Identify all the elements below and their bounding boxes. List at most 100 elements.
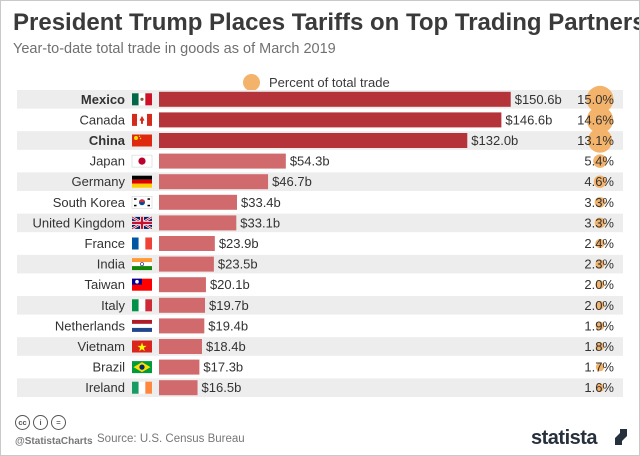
creative-commons-icon: cc [15, 415, 30, 430]
bar-brazil [159, 359, 200, 375]
percent-label-china: 13.1% [577, 133, 614, 148]
category-label-south-korea: South Korea [53, 195, 126, 210]
chart-row-canada: Canada $146.6b 14.6% [79, 106, 614, 134]
netherlands-flag-icon [132, 319, 152, 332]
bubble-taiwan [595, 280, 605, 290]
chart-subtitle: Year-to-date total trade in goods as of … [13, 41, 336, 57]
legend-label: Percent of total trade [269, 74, 390, 90]
chart-row-netherlands: Netherlands $19.4b 1.9% [55, 318, 614, 334]
chart-row-united-kingdom: United Kingdom $33.1b 3.3% [17, 213, 623, 233]
value-label-india: $23.5b [218, 257, 258, 272]
bubble-brazil [595, 362, 605, 372]
chart-row-south-korea: South Korea $33.4b 3.3% [53, 194, 614, 210]
category-label-mexico: Mexico [81, 92, 125, 107]
value-label-china: $132.0b [471, 133, 518, 148]
chart-row-france: France $23.9b 2.4% [85, 236, 614, 251]
bubble-united-kingdom [594, 217, 606, 229]
bar-france [159, 236, 215, 251]
bar-taiwan [159, 277, 206, 293]
category-label-united-kingdom: United Kingdom [33, 215, 126, 230]
value-label-vietnam: $18.4b [206, 339, 246, 354]
percent-label-mexico: 15.0% [577, 92, 614, 107]
percent-label-france: 2.4% [584, 236, 614, 251]
category-label-france: France [85, 236, 125, 251]
italy-flag-icon [132, 299, 152, 312]
chart-row-india: India $23.5b 2.3% [17, 254, 623, 274]
value-label-taiwan: $20.1b [210, 277, 250, 292]
percent-label-netherlands: 1.9% [584, 318, 614, 333]
chart-row-germany: Germany $46.7b 4.6% [17, 172, 623, 191]
bubble-france [595, 238, 605, 249]
bar-germany [159, 174, 269, 190]
statista-logo: statista [531, 427, 598, 449]
vietnam-flag-icon [132, 340, 152, 353]
percent-label-vietnam: 1.8% [584, 339, 614, 354]
france-flag-icon [132, 237, 152, 250]
license-badges: cc i = [15, 415, 66, 430]
japan-flag-icon [131, 154, 153, 168]
bubble-vietnam [595, 342, 605, 351]
percent-label-brazil: 1.7% [584, 360, 614, 375]
category-label-canada: Canada [79, 112, 125, 127]
category-label-brazil: Brazil [92, 360, 125, 375]
percent-label-canada: 14.6% [577, 112, 614, 127]
category-label-china: China [89, 133, 126, 148]
bubble-germany [593, 175, 607, 188]
percent-label-italy: 2.0% [584, 298, 614, 313]
value-label-united-kingdom: $33.1b [240, 215, 280, 230]
value-label-ireland: $16.5b [202, 380, 242, 395]
bar-india [159, 256, 214, 272]
bar-south-korea [159, 194, 238, 210]
chart-row-japan: Japan $54.3b 5.4% [90, 153, 614, 169]
percent-label-south-korea: 3.3% [584, 195, 614, 210]
bar-canada [159, 112, 502, 128]
percent-label-united-kingdom: 3.3% [584, 215, 614, 230]
brazil-flag-icon [132, 361, 152, 374]
bar-japan [159, 153, 286, 169]
social-handle: @StatistaCharts [15, 436, 93, 447]
value-label-mexico: $150.6b [515, 92, 562, 107]
chart-row-mexico: Mexico $150.6b 15.0% [17, 85, 623, 113]
bar-china [159, 133, 468, 148]
canada-flag-icon [132, 113, 152, 126]
category-label-germany: Germany [72, 174, 126, 189]
legend: Percent of total trade [243, 73, 390, 91]
bubble-ireland [595, 383, 605, 392]
chart-row-ireland: Ireland $16.5b 1.6% [17, 378, 623, 397]
bubble-mexico [586, 85, 614, 113]
value-label-brazil: $17.3b [203, 360, 243, 375]
chart-row-italy: Italy $19.7b 2.0% [17, 296, 623, 315]
percent-label-taiwan: 2.0% [584, 277, 614, 292]
percent-label-ireland: 1.6% [584, 380, 614, 395]
south-korea-flag-icon [131, 196, 153, 209]
bubble-canada [586, 106, 614, 134]
percent-label-japan: 5.4% [584, 154, 614, 169]
category-label-ireland: Ireland [85, 380, 125, 395]
no-derivatives-icon: = [51, 415, 66, 430]
chart-row-brazil: Brazil $17.3b 1.7% [92, 359, 614, 375]
legend-bubble-icon [243, 73, 260, 91]
bar-vietnam [159, 339, 202, 354]
source-note: Source: U.S. Census Bureau [97, 433, 245, 445]
value-label-canada: $146.6b [505, 112, 552, 127]
chart-row-taiwan: Taiwan $20.1b 2.0% [85, 277, 614, 293]
percent-label-india: 2.3% [584, 257, 614, 272]
germany-flag-icon [132, 175, 152, 188]
value-label-japan: $54.3b [290, 154, 330, 169]
value-label-netherlands: $19.4b [208, 318, 248, 333]
bubble-india [595, 259, 605, 269]
chart-title: President Trump Places Tariffs on Top Tr… [13, 9, 640, 36]
category-label-vietnam: Vietnam [78, 339, 125, 354]
attribution-icon: i [33, 415, 48, 430]
bar-ireland [159, 380, 198, 396]
china-flag-icon [132, 134, 152, 147]
category-label-italy: Italy [101, 298, 125, 313]
bubble-japan [593, 154, 607, 168]
value-label-germany: $46.7b [272, 174, 312, 189]
bar-united-kingdom [159, 215, 237, 231]
ireland-flag-icon [132, 381, 152, 394]
category-label-india: India [97, 257, 126, 272]
bubble-china [587, 128, 613, 153]
